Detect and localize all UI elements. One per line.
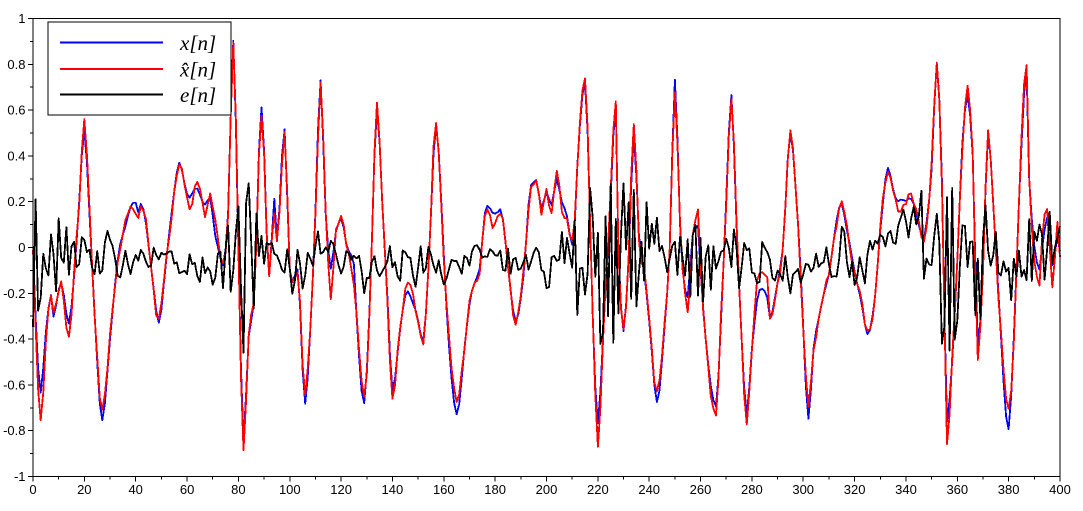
svg-text:400: 400 [1049, 482, 1071, 497]
svg-text:-0.4: -0.4 [3, 332, 25, 347]
svg-text:300: 300 [792, 482, 814, 497]
svg-text:x̂[n]: x̂[n] [179, 58, 216, 82]
svg-text:40: 40 [128, 482, 142, 497]
svg-text:140: 140 [382, 482, 404, 497]
svg-text:0: 0 [18, 240, 25, 255]
svg-text:-0.6: -0.6 [3, 377, 25, 392]
svg-text:360: 360 [946, 482, 968, 497]
svg-text:-1: -1 [14, 469, 26, 484]
svg-text:100: 100 [279, 482, 301, 497]
svg-text:380: 380 [998, 482, 1020, 497]
svg-text:280: 280 [741, 482, 763, 497]
svg-text:160: 160 [433, 482, 455, 497]
svg-text:60: 60 [180, 482, 194, 497]
svg-text:340: 340 [895, 482, 917, 497]
svg-text:80: 80 [231, 482, 245, 497]
svg-text:1: 1 [18, 11, 25, 26]
svg-text:260: 260 [690, 482, 712, 497]
svg-text:e[n]: e[n] [180, 83, 216, 107]
svg-text:-0.8: -0.8 [3, 423, 25, 438]
svg-text:20: 20 [77, 482, 91, 497]
svg-text:0: 0 [29, 482, 36, 497]
svg-text:200: 200 [536, 482, 558, 497]
svg-text:0.4: 0.4 [7, 148, 25, 163]
svg-text:220: 220 [587, 482, 609, 497]
svg-text:-0.2: -0.2 [3, 286, 25, 301]
svg-text:120: 120 [330, 482, 352, 497]
svg-text:0.8: 0.8 [7, 57, 25, 72]
svg-text:240: 240 [638, 482, 660, 497]
svg-text:0.2: 0.2 [7, 194, 25, 209]
svg-text:x[n]: x[n] [179, 31, 216, 55]
svg-text:180: 180 [484, 482, 506, 497]
svg-text:0.6: 0.6 [7, 103, 25, 118]
svg-text:320: 320 [844, 482, 866, 497]
